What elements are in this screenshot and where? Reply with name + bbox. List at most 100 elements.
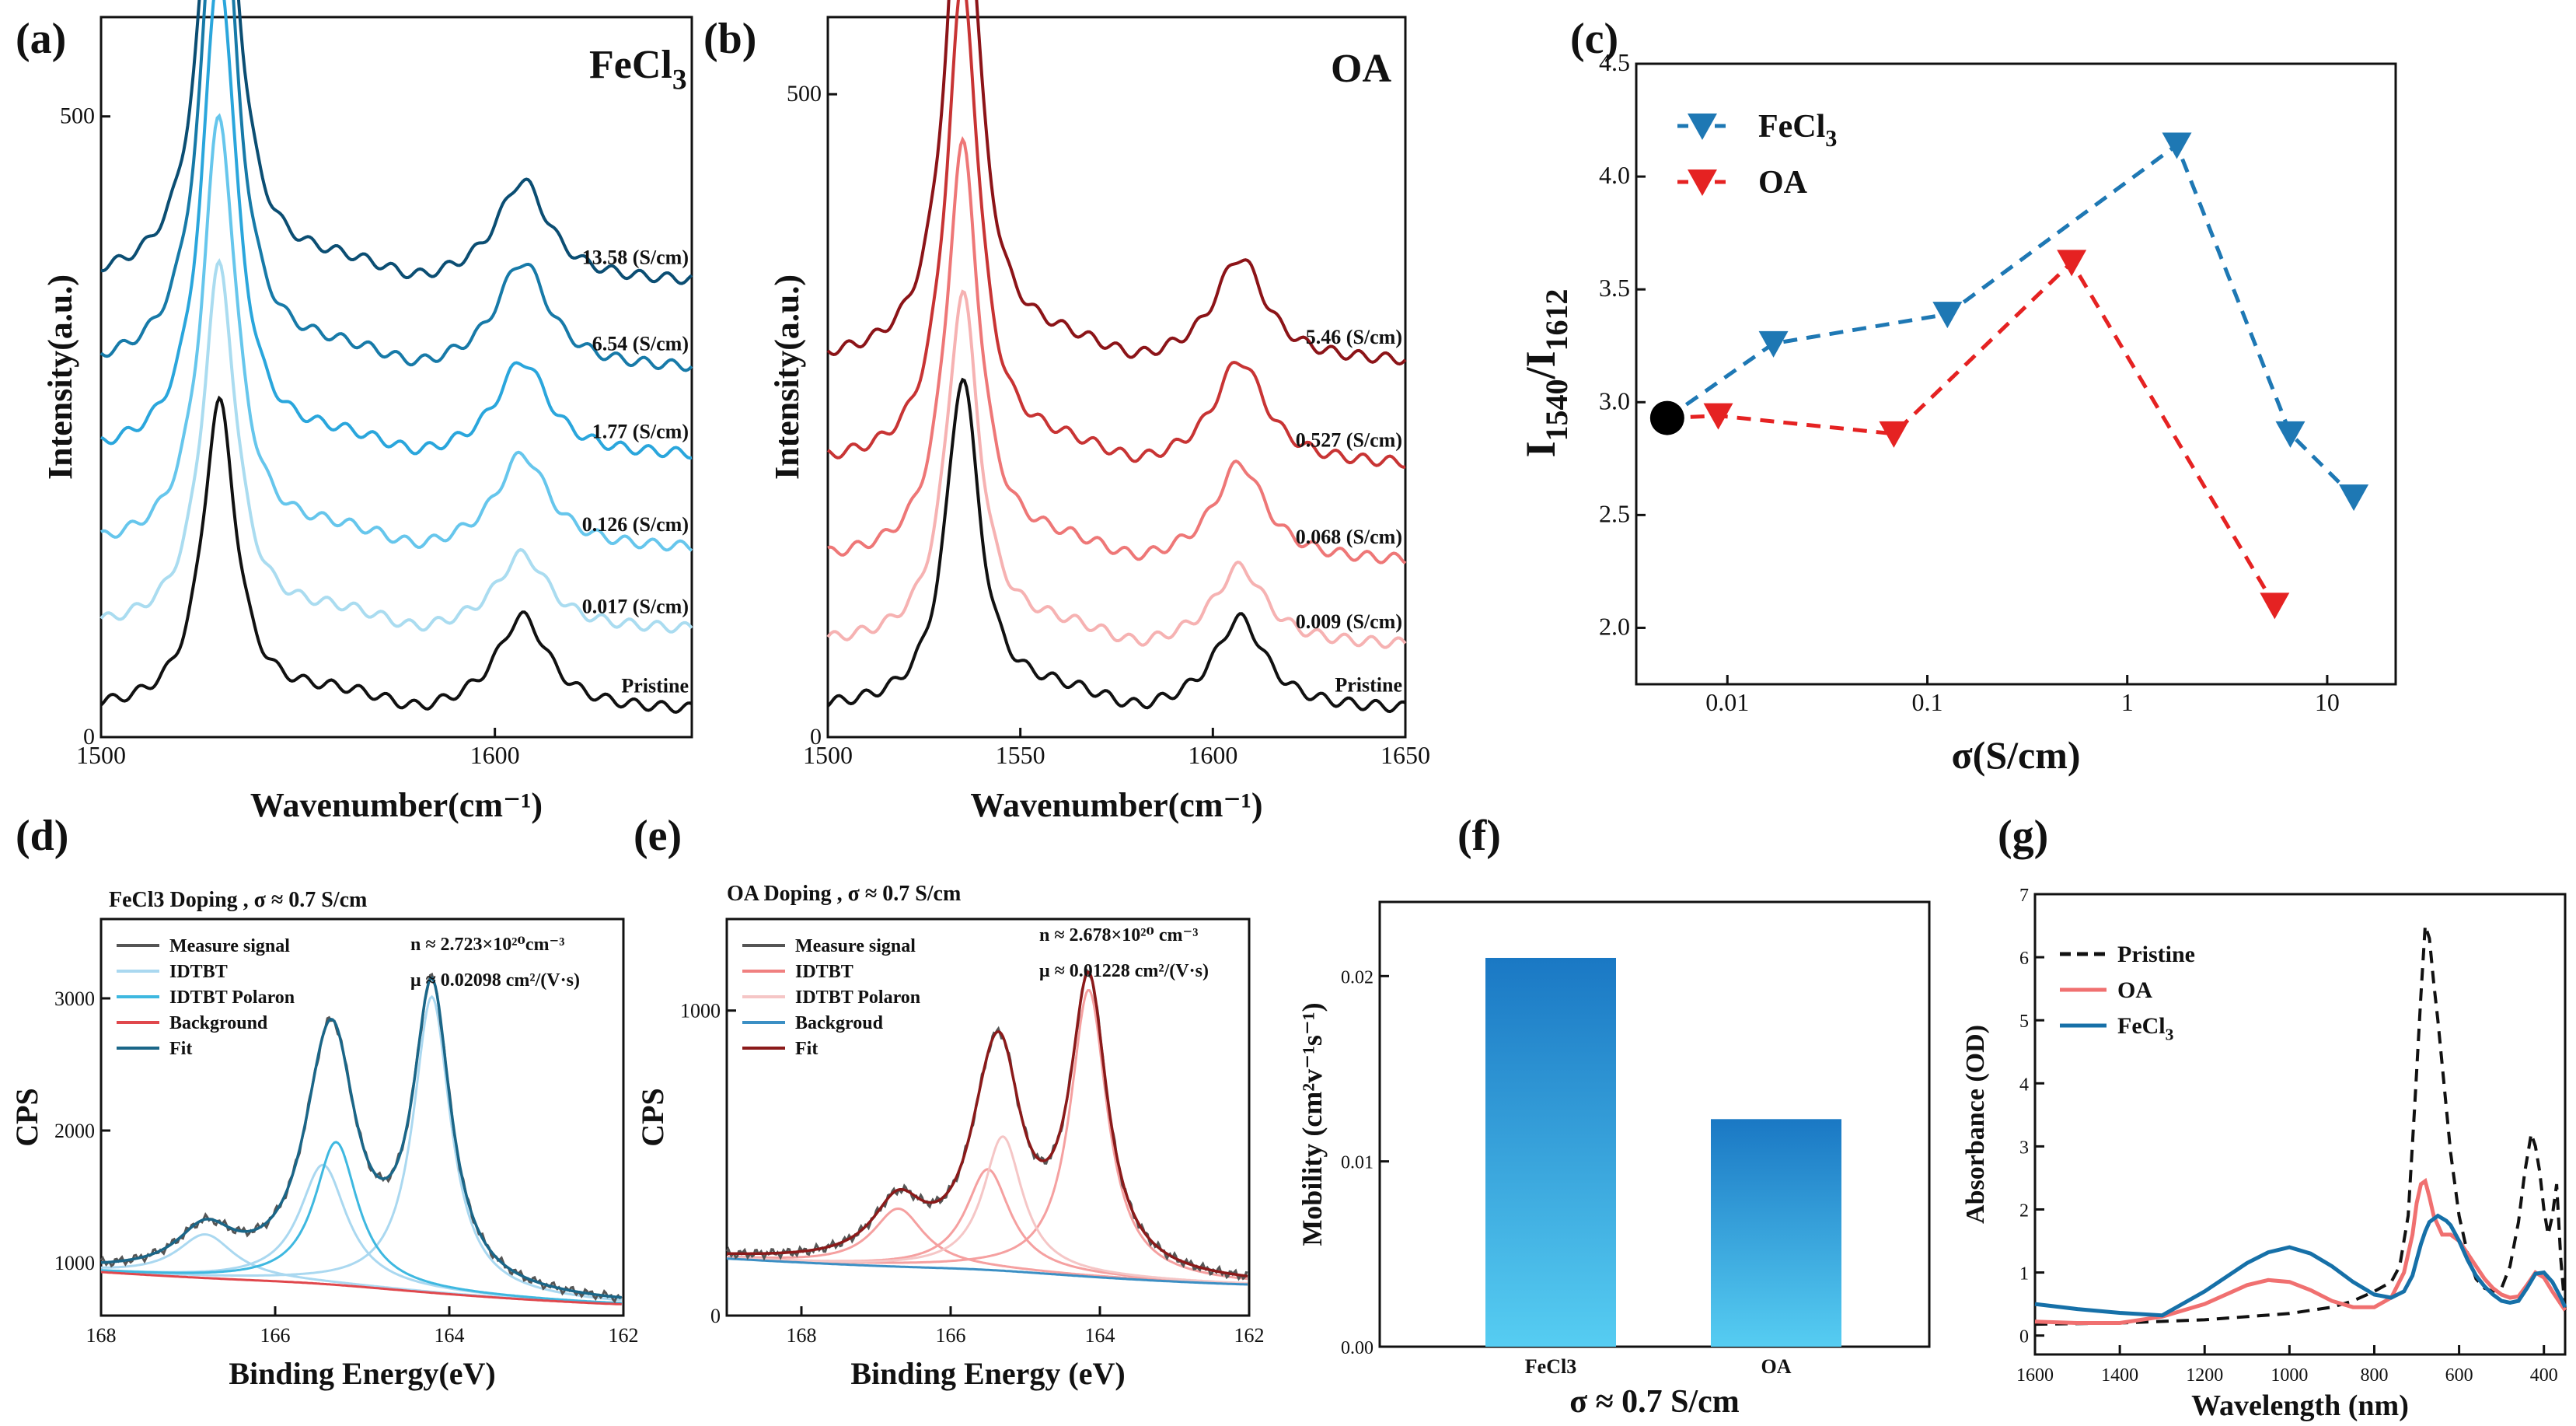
y-axis-label: Intensity(a.u.) (41, 274, 79, 480)
series-line-1 (2034, 1177, 2567, 1325)
y-tick-label: 3.0 (1599, 386, 1630, 414)
series-line-2 (827, 136, 1407, 564)
x-tick-label: 0.01 (1705, 688, 1749, 716)
legend-label: FeCl3 (1758, 109, 1837, 152)
y-tick-label: 1 (2019, 1264, 2029, 1284)
legend-label: FeCl3 (2117, 1013, 2174, 1043)
y-axis-label: Intensity(a.u.) (768, 274, 806, 480)
panel-title: FeCl3 (589, 43, 687, 96)
series-label: 5.46 (S/cm) (1306, 326, 1402, 348)
panel-label: (d) (16, 812, 68, 860)
x-axis-label: Wavenumber(cm⁻¹) (970, 786, 1262, 824)
series-label: Pristine (621, 675, 689, 697)
x-tick-label: 1000 (2271, 1365, 2308, 1386)
plot-frame (1635, 62, 2397, 686)
series-label: 6.54 (S/cm) (592, 333, 689, 355)
legend-label-sub: 3 (1825, 125, 1837, 152)
x-tick-label: 600 (2445, 1365, 2473, 1386)
y-tick-label: 0.00 (1341, 1338, 1374, 1358)
panel-title: OA Doping , σ ≈ 0.7 S/cm (727, 882, 961, 906)
background-curve (100, 1270, 622, 1305)
component-curve (726, 1168, 1248, 1285)
plot-frame (99, 16, 693, 739)
y-tick-label: 500 (60, 103, 95, 129)
y-tick-label: 0.02 (1341, 967, 1374, 987)
y-tick-label: 0 (810, 724, 822, 750)
component-curve (726, 1135, 1248, 1284)
x-tick-label: 400 (2530, 1365, 2558, 1386)
bar-oa (1711, 1119, 1841, 1347)
x-tick-label: 1600 (2016, 1365, 2054, 1386)
data-point-fecl (1758, 330, 1789, 358)
annotation-density: n ≈ 2.723×10²⁰cm⁻³ (410, 935, 564, 955)
data-point-oa (1879, 421, 1909, 448)
component-curve (100, 1163, 622, 1305)
bar-fecl3 (1485, 957, 1616, 1347)
y-axis-label: CPS (9, 1088, 44, 1147)
y-tick-label: 3.5 (1599, 274, 1630, 302)
x-axis-label: Wavelength (nm) (2191, 1389, 2409, 1422)
panel-label: (b) (703, 15, 756, 63)
series-label: Pristine (1335, 674, 1402, 697)
annotation-mobility: μ ≈ 0.01228 cm²/(V·s) (1039, 961, 1209, 981)
x-tick-label: 1200 (2186, 1365, 2223, 1386)
panel-title-main: FeCl (589, 43, 672, 87)
y-tick-label: 2 (2019, 1201, 2029, 1221)
data-point-oa (2260, 592, 2290, 620)
plot-frame (2033, 893, 2567, 1356)
series-line-2 (2034, 1213, 2567, 1318)
y-tick-label: 0 (710, 1305, 721, 1327)
legend-label-main: FeCl (2117, 1013, 2166, 1039)
component-curve (726, 1207, 1248, 1285)
legend-label: IDTBT Polaron (795, 987, 920, 1008)
y-axis-label-part: I (1517, 442, 1564, 458)
x-tick-label: 1550 (996, 741, 1045, 769)
y-axis-label-part: 1540 (1539, 379, 1574, 442)
legend-label: OA (1758, 165, 1808, 201)
y-tick-label: 4 (2019, 1075, 2029, 1095)
series-line-3 (100, 0, 693, 460)
y-tick-label: 0 (2019, 1327, 2029, 1347)
plot-frame (99, 917, 625, 1317)
x-tick-label: 1650 (1380, 741, 1430, 769)
x-tick-label: 800 (2360, 1365, 2388, 1386)
x-tick-label: 168 (86, 1324, 117, 1347)
data-point-fecl (2162, 132, 2192, 159)
x-tick-label: 164 (435, 1324, 465, 1347)
series-line-4 (826, 0, 1407, 366)
y-tick-label: 1000 (680, 1000, 721, 1022)
x-axis-label: Wavenumber(cm⁻¹) (250, 786, 543, 824)
series-line-3 (826, 0, 1406, 469)
fit-curve (727, 970, 1248, 1277)
category-label: FeCl3 (1525, 1355, 1576, 1378)
x-tick-label: 162 (1234, 1324, 1265, 1347)
series-line-5 (100, 0, 693, 285)
ratio-panel: 0.01 0.1 1 10 2.0 2.5 3.0 3.5 4.0 4.5 FeCl3 OA (c) σ(… (1517, 15, 2397, 777)
series-label: 13.58 (S/cm) (582, 246, 689, 268)
component-curve (100, 994, 622, 1302)
data-point-fecl (1932, 302, 1963, 329)
annotation-density: n ≈ 2.678×10²⁰ cm⁻³ (1039, 925, 1198, 945)
x-tick-label: 162 (609, 1324, 639, 1347)
legend-label: OA (2117, 977, 2152, 1003)
plot-frame (725, 917, 1251, 1317)
series-label: 1.77 (S/cm) (592, 420, 689, 442)
xps-panel-e: 168 166 164 162 0 1000 Measure signal IDTBT IDTB… (634, 812, 1265, 1391)
legend-label: Background (169, 1013, 268, 1033)
x-tick-label: 1600 (1188, 741, 1237, 769)
legend-marker (1688, 170, 1717, 196)
panel-label: (c) (1570, 15, 1618, 63)
legend-label-sub: 3 (2166, 1025, 2174, 1043)
y-axis-label-part: /I (1517, 351, 1564, 379)
x-axis-label: Binding Energy (eV) (850, 1356, 1125, 1391)
y-tick-label: 2000 (54, 1120, 95, 1142)
legend-label: Measure signal (169, 936, 290, 956)
x-tick-label: 1 (2121, 688, 2134, 716)
series-label: 0.009 (S/cm) (1296, 610, 1402, 633)
panel-label: (g) (1998, 812, 2048, 860)
y-tick-label: 1000 (54, 1252, 95, 1274)
x-tick-label: 166 (936, 1324, 966, 1347)
data-point-oa (2057, 250, 2087, 277)
legend-label: Backgroud (795, 1013, 884, 1033)
